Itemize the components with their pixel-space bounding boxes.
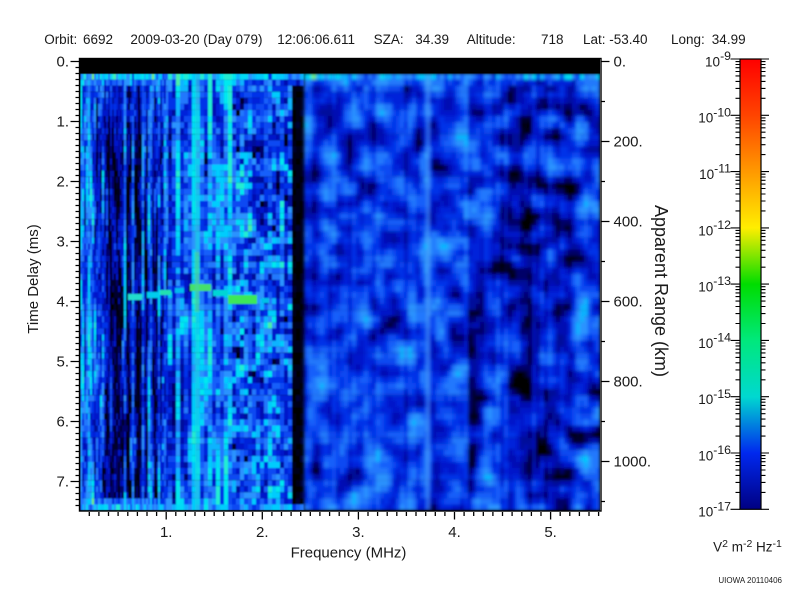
svg-text:0.: 0. <box>614 54 627 71</box>
svg-text:2.: 2. <box>56 174 69 191</box>
svg-text:Altitude:: Altitude: <box>467 32 516 47</box>
svg-text:4.: 4. <box>56 294 69 311</box>
svg-text:UIOWA 20110406: UIOWA 20110406 <box>718 576 782 585</box>
svg-text:2009-03-20 (Day 079): 2009-03-20 (Day 079) <box>130 32 262 47</box>
svg-text:Lat: -53.40: Lat: -53.40 <box>583 32 648 47</box>
svg-text:Time Delay (ms): Time Delay (ms) <box>25 224 42 333</box>
svg-text:Long:: Long: <box>671 32 705 47</box>
svg-text:1000.: 1000. <box>614 454 652 471</box>
svg-text:7.: 7. <box>56 474 69 491</box>
svg-text:V2 m-2 Hz-1: V2 m-2 Hz-1 <box>713 538 782 555</box>
svg-text:12:06:06.611: 12:06:06.611 <box>277 32 355 47</box>
svg-text:1.: 1. <box>160 524 173 541</box>
svg-text:1.: 1. <box>56 114 69 131</box>
svg-text:0.: 0. <box>56 54 69 71</box>
svg-text:3.: 3. <box>56 234 69 251</box>
svg-text:4.: 4. <box>448 524 461 541</box>
svg-text:34.99: 34.99 <box>712 32 746 47</box>
svg-text:3.: 3. <box>352 524 365 541</box>
svg-text:2.: 2. <box>256 524 269 541</box>
svg-text:800.: 800. <box>614 374 643 391</box>
svg-text:600.: 600. <box>614 294 643 311</box>
svg-text:6.: 6. <box>56 414 69 431</box>
svg-text:SZA:: SZA: <box>374 32 404 47</box>
svg-text:400.: 400. <box>614 214 643 231</box>
svg-text:10-15: 10-15 <box>698 387 731 407</box>
svg-text:5.: 5. <box>544 524 557 541</box>
svg-text:34.39: 34.39 <box>415 32 449 47</box>
svg-text:Orbit:: Orbit: <box>44 32 77 47</box>
svg-text:718: 718 <box>541 32 564 47</box>
svg-text:Frequency (MHz): Frequency (MHz) <box>291 545 407 562</box>
svg-text:6692: 6692 <box>83 32 113 47</box>
svg-text:Apparent Range (km): Apparent Range (km) <box>651 205 671 377</box>
svg-text:200.: 200. <box>614 134 643 151</box>
svg-text:5.: 5. <box>56 354 69 371</box>
